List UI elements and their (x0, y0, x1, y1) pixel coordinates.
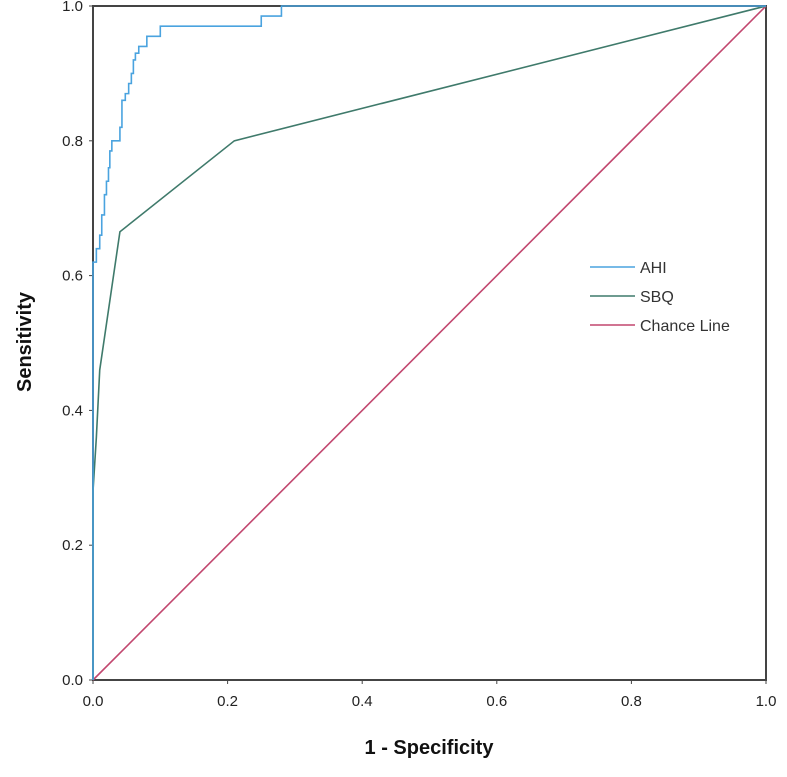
y-axis-ticks: 0.0 0.2 0.4 0.6 0.8 1.0 (62, 0, 93, 689)
legend: AHI SBQ Chance Line (590, 260, 730, 335)
legend-label-sbq: SBQ (640, 289, 674, 306)
y-tick-label: 0.8 (62, 133, 83, 150)
y-tick-label: 0.6 (62, 268, 83, 285)
y-tick-label: 0.4 (62, 402, 83, 419)
x-tick-label: 0.2 (217, 693, 238, 710)
legend-label-ahi: AHI (640, 260, 667, 277)
legend-label-chance-line: Chance Line (640, 318, 730, 335)
y-tick-label: 0.2 (62, 537, 83, 554)
series-line-ahi (92, 5, 766, 680)
x-tick-label: 0.4 (352, 693, 373, 710)
y-axis-title: Sensitivity (14, 291, 36, 392)
y-tick-label: 0.0 (62, 672, 83, 689)
x-axis-title: 1 - Specificity (365, 737, 495, 759)
x-tick-label: 0.8 (621, 693, 642, 710)
series-layer (92, 5, 767, 681)
x-tick-label: 0.6 (486, 693, 507, 710)
x-tick-label: 1.0 (756, 693, 777, 710)
y-tick-label: 1.0 (62, 0, 83, 15)
x-tick-label: 0.0 (83, 693, 104, 710)
series-line-chance-line (92, 5, 767, 681)
x-axis-ticks: 0.0 0.2 0.4 0.6 0.8 1.0 (83, 680, 777, 710)
